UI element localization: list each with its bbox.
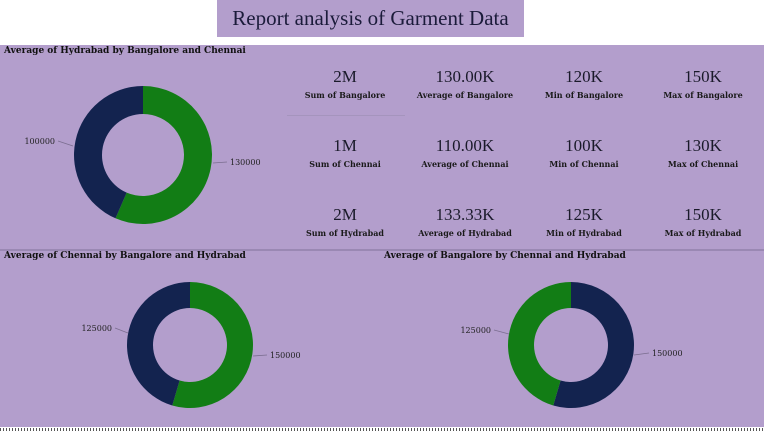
kpi-label: Min of Chennai bbox=[549, 159, 619, 169]
chart-title-chennai: Average of Chennai by Bangalore and Hydr… bbox=[4, 251, 246, 261]
kpi-label: Max of Chennai bbox=[667, 159, 739, 169]
kpi-card: 130K Max of Chennai bbox=[643, 136, 763, 169]
kpi-card: 120K Min of Bangalore bbox=[524, 67, 644, 100]
kpi-value: 150K bbox=[684, 67, 722, 86]
kpi-label: Average of Chennai bbox=[421, 159, 509, 169]
kpi-card: 130.00K Average of Bangalore bbox=[405, 67, 525, 100]
kpi-label: Average of Bangalore bbox=[416, 90, 514, 100]
leader-line bbox=[57, 140, 74, 147]
kpi-label: Average of Hydrabad bbox=[418, 228, 512, 238]
kpi-card: 100K Min of Chennai bbox=[524, 136, 644, 169]
kpi-value: 150K bbox=[684, 205, 722, 224]
donut-slice[interactable] bbox=[553, 282, 635, 408]
kpi-card: 110.00K Average of Chennai bbox=[405, 136, 525, 169]
kpi-value: 2M bbox=[333, 67, 357, 86]
kpi-value: 2M bbox=[333, 205, 357, 224]
chart-title-bangalore: Average of Bangalore by Chennai and Hydr… bbox=[384, 251, 626, 261]
leader-line bbox=[252, 354, 268, 357]
kpi-value: 110.00K bbox=[435, 136, 495, 155]
leader-line bbox=[493, 329, 510, 335]
chart-title-hydrabad: Average of Hydrabad by Bangalore and Che… bbox=[4, 46, 246, 56]
kpi-value: 120K bbox=[565, 67, 603, 86]
kpi-value: 130K bbox=[684, 136, 722, 155]
slice-label: 150000 bbox=[652, 349, 683, 358]
kpi-card: 150K Max of Bangalore bbox=[643, 67, 763, 100]
kpi-card: 133.33K Average of Hydrabad bbox=[405, 205, 525, 238]
kpi-value: 133.33K bbox=[435, 205, 495, 224]
kpi-value: 1M bbox=[333, 136, 357, 155]
kpi-value: 100K bbox=[565, 136, 603, 155]
kpi-label: Max of Hydrabad bbox=[664, 228, 742, 238]
kpi-label: Sum of Hydrabad bbox=[306, 228, 384, 238]
slice-label: 125000 bbox=[81, 324, 112, 333]
kpi-label: Sum of Bangalore bbox=[304, 90, 386, 100]
kpi-card: 150K Max of Hydrabad bbox=[643, 205, 763, 238]
kpi-label: Min of Bangalore bbox=[544, 90, 624, 100]
kpi-card: 1M Sum of Chennai bbox=[285, 136, 405, 169]
slice-label: 150000 bbox=[270, 351, 301, 360]
leader-line bbox=[212, 161, 228, 164]
slice-label: 125000 bbox=[460, 326, 491, 335]
donut-slice[interactable] bbox=[172, 282, 254, 409]
donut-slice[interactable] bbox=[115, 86, 212, 224]
slice-label: 130000 bbox=[230, 158, 261, 167]
row-divider bbox=[0, 249, 764, 251]
kpi-value: 125K bbox=[565, 205, 603, 224]
kpi-value: 130.00K bbox=[435, 67, 495, 86]
report-title: Report analysis of Garment Data bbox=[217, 0, 524, 37]
leader-line bbox=[633, 352, 650, 356]
kpi-card: 2M Sum of Bangalore bbox=[285, 67, 405, 100]
kpi-card: 2M Sum of Hydrabad bbox=[285, 205, 405, 238]
donut-slice[interactable] bbox=[508, 282, 571, 406]
slice-label: 100000 bbox=[24, 137, 55, 146]
donut-slice[interactable] bbox=[126, 282, 190, 406]
kpi-label: Max of Bangalore bbox=[663, 90, 743, 100]
kpi-panel bbox=[286, 45, 764, 250]
bottom-border bbox=[0, 428, 764, 431]
kpi-card: 125K Min of Hydrabad bbox=[524, 205, 644, 238]
kpi-divider bbox=[287, 115, 405, 116]
kpi-label: Sum of Chennai bbox=[309, 159, 381, 169]
leader-line bbox=[114, 327, 129, 334]
donut-slice[interactable] bbox=[73, 86, 143, 219]
kpi-label: Min of Hydrabad bbox=[546, 228, 622, 238]
